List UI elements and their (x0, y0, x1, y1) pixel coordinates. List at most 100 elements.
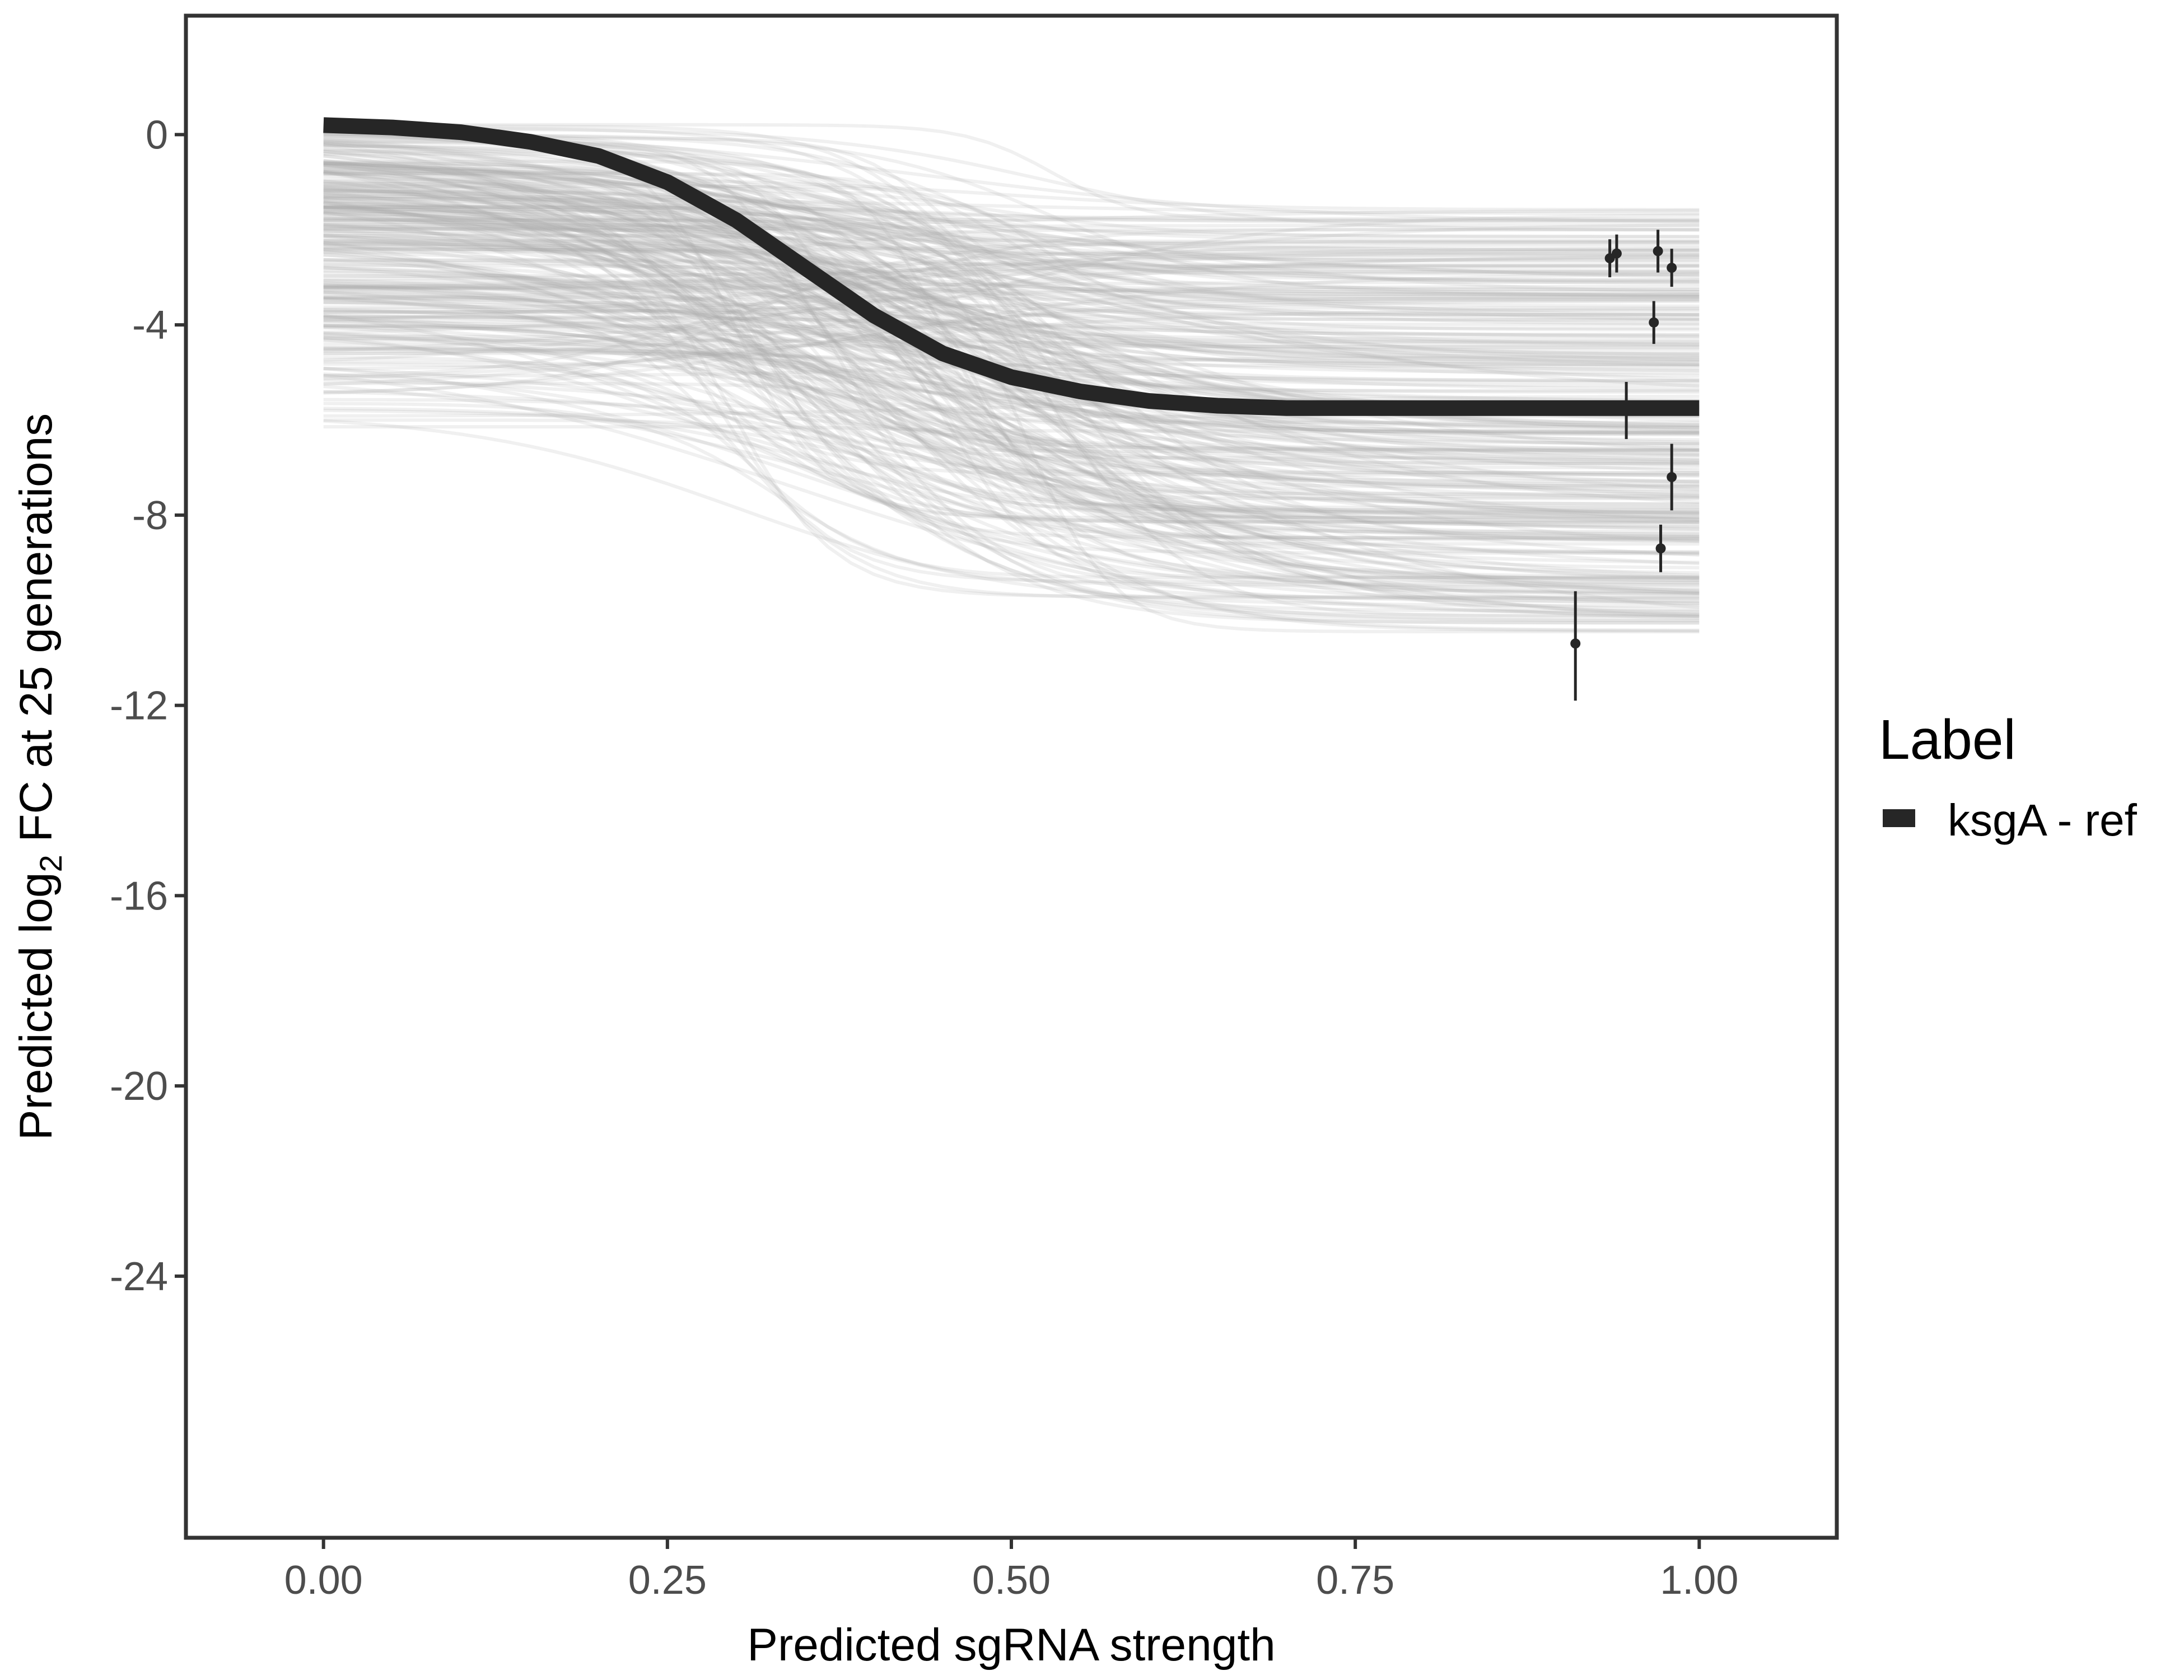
posterior-draw-line (323, 248, 1700, 452)
data-point (1653, 246, 1663, 256)
posterior-draw-line (323, 243, 1700, 382)
posterior-draw-line (323, 141, 1700, 466)
posterior-draw-line (323, 150, 1700, 317)
posterior-draw-line (323, 166, 1700, 451)
posterior-draw-line (323, 160, 1700, 360)
posterior-draw-line (323, 356, 1700, 580)
posterior-draw-line (323, 167, 1700, 539)
observed-points (1570, 230, 1677, 701)
posterior-draw-line (323, 160, 1700, 501)
posterior-draw-line (323, 297, 1700, 323)
posterior-draw-line (323, 177, 1700, 212)
posterior-draw-line (323, 264, 1700, 281)
posterior-draw-line (323, 296, 1700, 382)
posterior-draw-line (323, 223, 1700, 338)
posterior-draw-line (323, 193, 1700, 613)
posterior-draw-line (323, 195, 1700, 462)
posterior-draw-line (323, 408, 1700, 614)
posterior-draw-line (323, 378, 1700, 494)
posterior-draw-line (323, 189, 1700, 242)
posterior-draw-line (323, 187, 1700, 543)
posterior-draw-line (323, 213, 1700, 356)
posterior-draw-line (323, 154, 1700, 595)
posterior-draw-line (323, 185, 1700, 580)
posterior-draw-line (323, 283, 1700, 519)
posterior-draw-line (323, 162, 1700, 447)
posterior-draw-line (323, 164, 1700, 578)
posterior-draw-line (323, 210, 1700, 529)
posterior-draw-line (323, 290, 1700, 596)
y-tick-label: -12 (110, 684, 168, 729)
posterior-draw-line (323, 254, 1700, 353)
posterior-draw-line (323, 366, 1700, 595)
x-tick-label: 0.00 (284, 1558, 363, 1603)
posterior-draw-line (323, 217, 1700, 222)
posterior-draw-line (323, 188, 1700, 239)
posterior-draw-line (323, 242, 1700, 620)
posterior-draw-line (323, 331, 1700, 582)
posterior-draw-line (323, 170, 1700, 492)
posterior-draw-line (323, 253, 1700, 465)
posterior-draw-line (323, 139, 1700, 577)
posterior-draw-line (323, 161, 1700, 557)
posterior-draw-line (323, 362, 1700, 477)
posterior-draw-line (323, 168, 1700, 510)
posterior-draw-line (323, 356, 1700, 378)
posterior-draw-line (323, 270, 1700, 292)
y-tick-label: 0 (146, 113, 168, 157)
y-axis-title-suffix: FC at 25 generations (11, 413, 62, 855)
data-point (1570, 638, 1581, 649)
posterior-draw-line (323, 281, 1700, 581)
posterior-draw-line (323, 205, 1700, 556)
posterior-draw-line (323, 324, 1700, 349)
posterior-draw-line (323, 206, 1700, 625)
posterior-draw-line (323, 159, 1700, 437)
posterior-draw-line (323, 181, 1700, 239)
posterior-draw-line (323, 296, 1700, 435)
posterior-draw-line (323, 249, 1700, 322)
posterior-draw-line (323, 191, 1700, 538)
posterior-draw-line (323, 207, 1700, 618)
posterior-draw-line (323, 245, 1700, 320)
posterior-draw-line (323, 315, 1700, 430)
posterior-draw-line (323, 179, 1700, 282)
legend-label-ksga-ref: ksgA - ref (1948, 795, 2138, 845)
posterior-draw-line (323, 314, 1700, 605)
posterior-draw-line (323, 301, 1700, 600)
posterior-draw-line (323, 171, 1700, 435)
posterior-draw-line (323, 286, 1700, 524)
posterior-draw-line (323, 209, 1700, 256)
posterior-draw-line (323, 161, 1700, 554)
legend-title: Label (1879, 708, 2016, 771)
posterior-draw-line (323, 179, 1700, 623)
posterior-draw-line (323, 243, 1700, 309)
posterior-draw-line (323, 278, 1700, 585)
posterior-draw-line (323, 234, 1700, 540)
data-point (1667, 263, 1677, 273)
posterior-draw-line (323, 141, 1700, 592)
posterior-draw-line (323, 374, 1700, 618)
posterior-draw-line (323, 385, 1700, 575)
posterior-draw-line (323, 241, 1700, 254)
posterior-draw-line (323, 170, 1700, 484)
posterior-draw-line (323, 335, 1700, 617)
posterior-draw-line (323, 227, 1700, 344)
posterior-draw-line (323, 407, 1700, 520)
x-axis-title: Predicted sgRNA strength (747, 1620, 1275, 1670)
posterior-draw-line (323, 309, 1700, 619)
posterior-draw-line (323, 315, 1700, 486)
posterior-draw-line (323, 216, 1700, 625)
posterior-draw-line (323, 402, 1700, 587)
posterior-draw-line (323, 126, 1700, 436)
legend: Label ksgA - ref (1879, 708, 2138, 845)
posterior-draw-line (323, 123, 1700, 222)
posterior-draw-line (323, 325, 1700, 604)
posterior-draw-line (323, 324, 1700, 618)
x-tick-label: 0.50 (972, 1558, 1051, 1603)
posterior-draw-line (323, 171, 1700, 257)
posterior-draw-line (323, 163, 1700, 277)
data-point (1655, 543, 1666, 554)
posterior-draw-line (323, 249, 1700, 286)
posterior-draw-line (323, 286, 1700, 516)
posterior-draw-line (323, 182, 1700, 343)
